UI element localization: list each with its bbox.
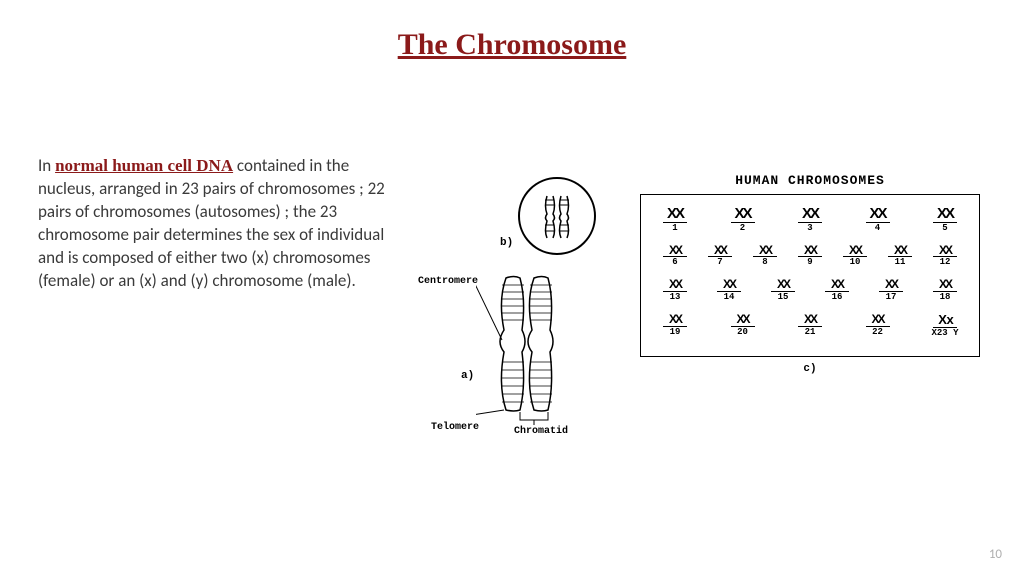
chrom-number: 7 xyxy=(700,257,740,267)
chrom-number: 16 xyxy=(817,292,857,302)
chromatid-label: Chromatid xyxy=(514,426,568,437)
chrom-number: 1 xyxy=(655,223,695,233)
page-title: The Chromosome xyxy=(0,0,1024,62)
chrom-glyph: XX xyxy=(933,245,957,258)
chrom-number: 22 xyxy=(858,327,898,337)
chrom-number: 20 xyxy=(723,327,763,337)
chrom-pair: XX7 xyxy=(700,245,740,268)
chrom-glyph: XX xyxy=(933,207,957,223)
chrom-glyph: XX xyxy=(798,314,822,327)
karyotype-row: XX1XX2XX3XX4XX5 xyxy=(655,207,965,233)
chrom-number: 8 xyxy=(745,257,785,267)
chrom-number: 18 xyxy=(925,292,965,302)
chrom-glyph: XX xyxy=(731,207,755,223)
chrom-pair: XX6 xyxy=(655,245,695,268)
chrom-pair: XX15 xyxy=(763,279,803,302)
karyotype-row: XX6XX7XX8XX9XX10XX11XX12 xyxy=(655,245,965,268)
chrom-number: 9 xyxy=(790,257,830,267)
chrom-glyph: XX xyxy=(663,207,687,223)
chrom-pair: XX8 xyxy=(745,245,785,268)
chrom-pair: XX17 xyxy=(871,279,911,302)
chrom-pair: XX19 xyxy=(655,314,695,338)
chrom-number: X23 Y xyxy=(925,328,965,338)
chrom-glyph: XX xyxy=(663,279,687,292)
label-c: c) xyxy=(803,363,816,375)
chrom-glyph: XX xyxy=(717,279,741,292)
chromosome-diagram: a) Centromere Telomere Chromatid xyxy=(476,270,586,425)
chrom-glyph: XX xyxy=(866,207,890,223)
chrom-number: 21 xyxy=(790,327,830,337)
chrom-number: 6 xyxy=(655,257,695,267)
chrom-pair: XX1 xyxy=(655,207,695,233)
chrom-pair: XX20 xyxy=(723,314,763,338)
chrom-glyph: XX xyxy=(753,245,777,258)
chrom-glyph: XX xyxy=(663,245,687,258)
figure-area: b) xyxy=(408,155,986,455)
chrom-number: 13 xyxy=(655,292,695,302)
chrom-glyph: XX xyxy=(731,314,755,327)
chrom-glyph: X x xyxy=(933,314,957,328)
karyotype-row: XX13XX14XX15XX16XX17XX18 xyxy=(655,279,965,302)
label-a: a) xyxy=(461,370,474,382)
centromere-label: Centromere xyxy=(418,276,478,287)
chrom-glyph: XX xyxy=(825,279,849,292)
chrom-pair: XX22 xyxy=(858,314,898,338)
chrom-pair: XX3 xyxy=(790,207,830,233)
inset-b: b) xyxy=(518,177,596,255)
chrom-number: 19 xyxy=(655,327,695,337)
chrom-number: 5 xyxy=(925,223,965,233)
karyotype-box: XX1XX2XX3XX4XX5XX6XX7XX8XX9XX10XX11XX12X… xyxy=(640,194,980,357)
karyotype-title: HUMAN CHROMOSOMES xyxy=(640,173,980,188)
chrom-pair: X xX23 Y xyxy=(925,314,965,338)
rest-text: contained in the nucleus, arranged in 23… xyxy=(38,155,385,291)
chrom-pair: XX2 xyxy=(723,207,763,233)
chrom-glyph: XX xyxy=(843,245,867,258)
chrom-glyph: XX xyxy=(879,279,903,292)
body-text: In normal human cell DNA contained in th… xyxy=(38,155,388,455)
chrom-number: 10 xyxy=(835,257,875,267)
chrom-pair: XX12 xyxy=(925,245,965,268)
intro-text: In xyxy=(38,155,55,176)
karyotype-panel: HUMAN CHROMOSOMES XX1XX2XX3XX4XX5XX6XX7X… xyxy=(640,173,980,357)
title-text: The Chromosome xyxy=(398,28,627,61)
emphasized-phrase: normal human cell DNA xyxy=(55,156,233,175)
chrom-pair: XX9 xyxy=(790,245,830,268)
chrom-glyph: XX xyxy=(663,314,687,327)
chrom-number: 15 xyxy=(763,292,803,302)
chrom-number: 14 xyxy=(709,292,749,302)
chrom-number: 3 xyxy=(790,223,830,233)
chrom-number: 2 xyxy=(723,223,763,233)
chrom-pair: XX14 xyxy=(709,279,749,302)
chrom-glyph: XX xyxy=(866,314,890,327)
chrom-number: 4 xyxy=(858,223,898,233)
chrom-glyph: XX xyxy=(798,245,822,258)
chrom-pair: XX16 xyxy=(817,279,857,302)
chrom-glyph: XX xyxy=(888,245,912,258)
karyotype-row: XX19XX20XX21XX22X xX23 Y xyxy=(655,314,965,338)
chrom-glyph: XX xyxy=(708,245,732,258)
chrom-number: 11 xyxy=(880,257,920,267)
inset-circle xyxy=(518,177,596,255)
telomere-label: Telomere xyxy=(431,422,479,433)
chromosome-structure-icon xyxy=(476,270,586,425)
chrom-glyph: XX xyxy=(933,279,957,292)
chrom-pair: XX4 xyxy=(858,207,898,233)
chrom-glyph: XX xyxy=(771,279,795,292)
page-number: 10 xyxy=(989,547,1002,562)
chrom-pair: XX13 xyxy=(655,279,695,302)
chrom-pair: XX18 xyxy=(925,279,965,302)
banded-chromosome-icon xyxy=(532,191,582,241)
chrom-pair: XX10 xyxy=(835,245,875,268)
chrom-glyph: XX xyxy=(798,207,822,223)
chrom-pair: XX21 xyxy=(790,314,830,338)
label-b: b) xyxy=(500,237,513,249)
chrom-number: 17 xyxy=(871,292,911,302)
chrom-number: 12 xyxy=(925,257,965,267)
chrom-pair: XX11 xyxy=(880,245,920,268)
chrom-pair: XX5 xyxy=(925,207,965,233)
content-row: In normal human cell DNA contained in th… xyxy=(38,155,986,455)
